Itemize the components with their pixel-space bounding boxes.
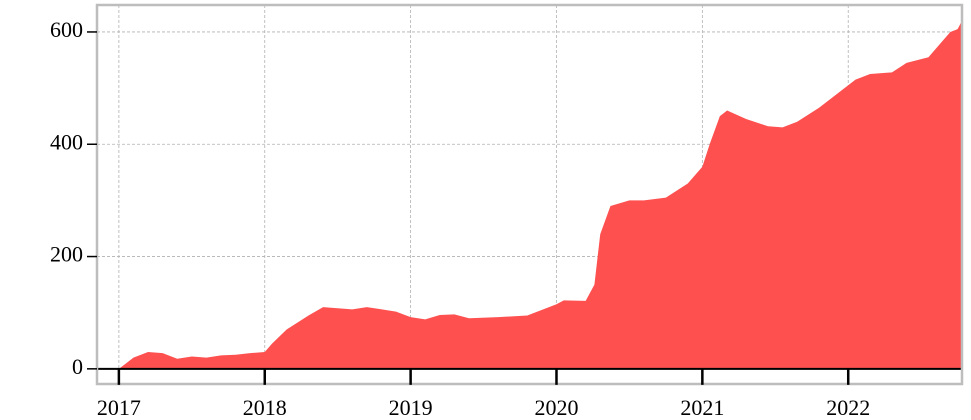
x-tick-label: 2020 bbox=[534, 395, 578, 420]
plot-frame bbox=[95, 3, 964, 386]
x-tick-label: 2019 bbox=[389, 395, 433, 420]
x-tick-label: 2017 bbox=[97, 395, 141, 420]
y-tick-label: 200 bbox=[50, 242, 83, 267]
y-tick-label: 0 bbox=[72, 354, 83, 379]
y-tick-label: 600 bbox=[50, 17, 83, 42]
y-tick-label: 400 bbox=[50, 129, 83, 154]
x-tick-label: 2022 bbox=[826, 395, 870, 420]
x-tick-label: 2018 bbox=[243, 395, 287, 420]
x-tick-label: 2021 bbox=[680, 395, 724, 420]
area bbox=[118, 20, 963, 369]
